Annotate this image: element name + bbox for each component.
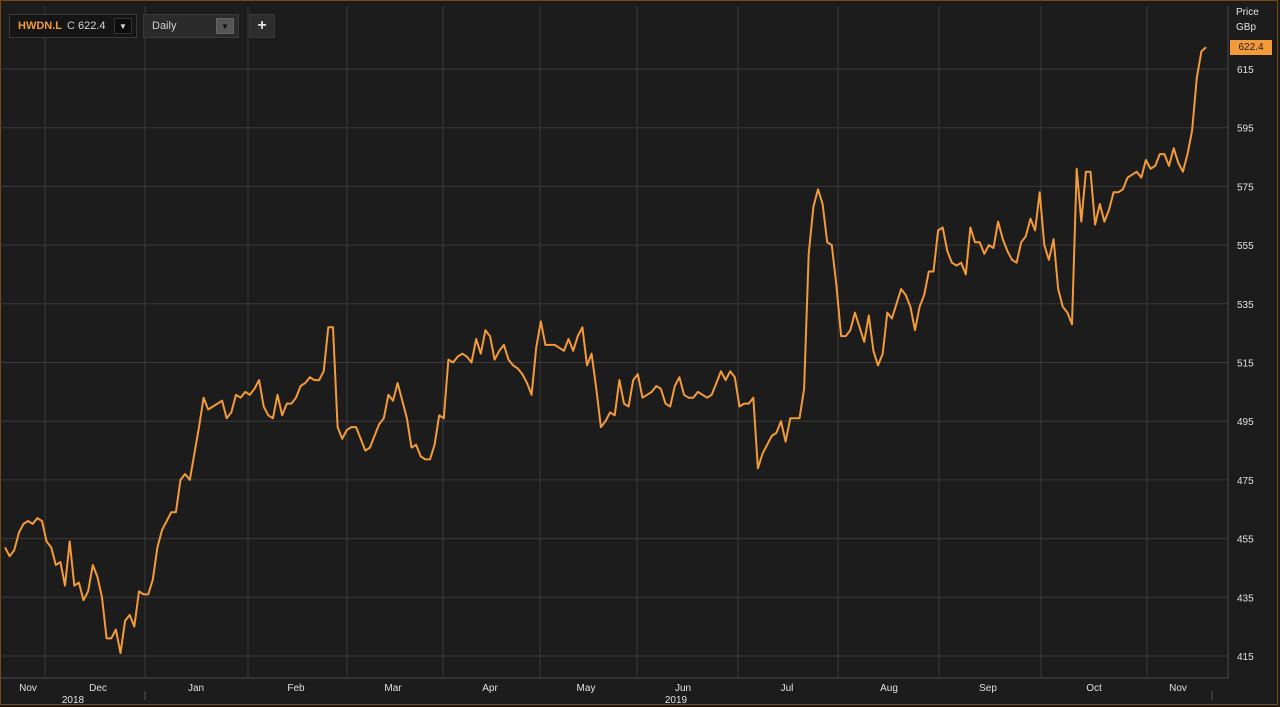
x-tick-label: Jul xyxy=(781,683,794,694)
series-layer xyxy=(4,46,1207,655)
y-axis-title: Price xyxy=(1236,7,1259,18)
x-year-label: 2018 xyxy=(62,695,85,706)
y-tick-label: 495 xyxy=(1237,417,1254,428)
x-tick-label: Nov xyxy=(1169,683,1187,694)
x-tick-label: May xyxy=(577,683,596,694)
y-tick-label: 535 xyxy=(1237,300,1254,311)
triangle-down-icon[interactable]: ▼ xyxy=(216,18,234,34)
x-tick-label: Jun xyxy=(675,683,691,694)
y-tick-label: 615 xyxy=(1237,65,1254,76)
add-series-button[interactable]: + xyxy=(249,14,275,38)
close-prefix: C xyxy=(67,20,75,32)
x-tick-label: Sep xyxy=(979,683,997,694)
y-tick-label: 555 xyxy=(1237,241,1254,252)
x-tick-label: Feb xyxy=(287,683,305,694)
y-tick-label: 595 xyxy=(1237,124,1254,135)
x-tick-label: Apr xyxy=(482,683,498,694)
last-price-tag: 622.4 xyxy=(1230,40,1272,55)
y-tick-label: 515 xyxy=(1237,359,1254,370)
y-tick-label: 575 xyxy=(1237,182,1254,193)
interval-selector[interactable]: Daily ▼ xyxy=(143,14,239,38)
x-tick-label: Mar xyxy=(384,683,402,694)
y-axis-ticks: 415 435 455 475 495 515 535 555 575 595 615 xyxy=(1237,65,1254,663)
price-series-line xyxy=(4,46,1207,655)
x-tick-label: Oct xyxy=(1086,683,1102,694)
x-tick-label: Jan xyxy=(188,683,204,694)
x-axis-ticks: Nov Dec Jan Feb Mar Apr May Jun Jul Aug Sep Oct Nov 2… xyxy=(19,683,1213,706)
plus-icon: + xyxy=(257,17,267,34)
x-tick-label: Aug xyxy=(880,683,898,694)
y-tick-label: 435 xyxy=(1237,593,1254,604)
y-tick-label: 455 xyxy=(1237,535,1254,546)
interval-label: Daily xyxy=(152,20,177,32)
x-tick-label: Dec xyxy=(89,683,107,694)
y-axis-unit: GBp xyxy=(1236,22,1257,33)
symbol-ticker: HWDN.L xyxy=(18,20,62,32)
x-tick-label: Nov xyxy=(19,683,37,694)
triangle-down-icon[interactable]: ▼ xyxy=(114,18,132,34)
y-tick-label: 415 xyxy=(1237,652,1254,663)
y-tick-label: 475 xyxy=(1237,476,1254,487)
x-year-label: 2019 xyxy=(665,695,688,706)
close-value: 622.4 xyxy=(77,20,106,32)
symbol-selector[interactable]: HWDN.L C 622.4 ▼ xyxy=(9,14,137,38)
chart-toolbar: HWDN.L C 622.4 ▼ Daily ▼ + xyxy=(9,14,275,38)
grid xyxy=(0,6,1228,678)
